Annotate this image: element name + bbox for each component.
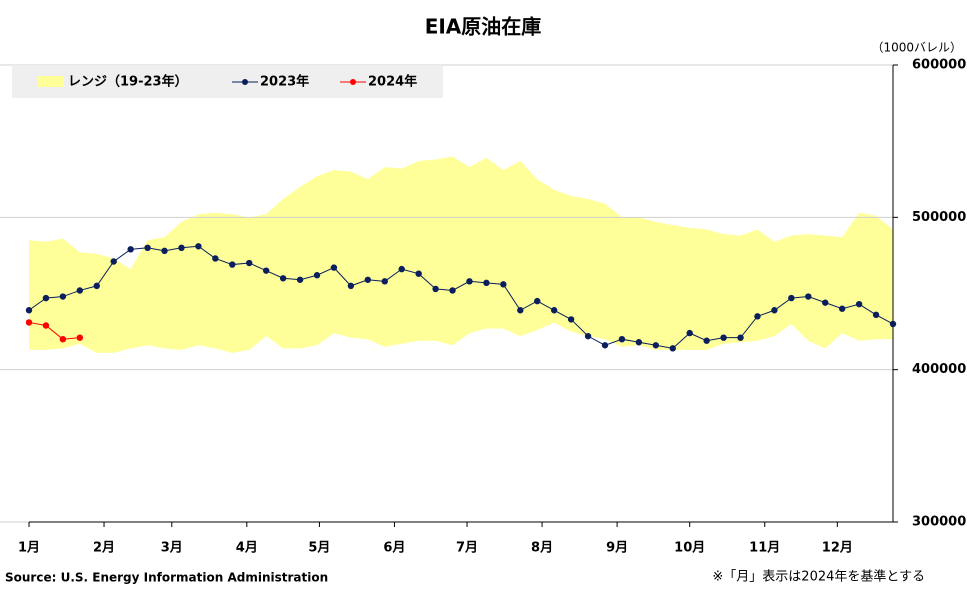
series-point <box>195 243 202 250</box>
series-point <box>500 281 507 288</box>
series-point <box>93 282 100 290</box>
series-point <box>788 294 795 302</box>
series-point <box>805 293 812 300</box>
series-point <box>466 278 473 285</box>
series-point <box>517 307 524 314</box>
series-point <box>398 265 405 273</box>
series-point <box>212 255 219 262</box>
chart-title: EIA原油在庫 <box>425 15 542 39</box>
legend-bg <box>12 65 443 98</box>
series-point <box>347 282 355 290</box>
series-point <box>262 267 270 274</box>
x-tick-label: 1月 <box>18 541 40 556</box>
series-point <box>330 264 338 271</box>
series-point <box>483 279 490 287</box>
series-point <box>652 342 660 349</box>
x-tick-label: 5月 <box>308 541 330 556</box>
x-tick-label: 11月 <box>749 541 780 556</box>
legend-label: 2023年 <box>260 74 309 90</box>
x-tick-label: 12月 <box>822 541 853 556</box>
x-tick-label: 10月 <box>674 541 705 556</box>
series-point <box>703 337 710 344</box>
series-point <box>737 334 744 341</box>
series-point <box>296 276 304 283</box>
series-point <box>669 345 676 352</box>
legend-label: レンジ（19-23年） <box>68 74 188 90</box>
series-point <box>25 307 33 314</box>
source: Source: U.S. Energy Information Administ… <box>5 571 328 585</box>
series-point <box>178 244 185 251</box>
y-tick-label: 300000 <box>912 515 966 530</box>
series-point <box>889 320 897 328</box>
series-point <box>76 334 84 341</box>
series-point <box>686 329 693 337</box>
legend-label: 2024年 <box>368 74 417 90</box>
x-tick-label: 9月 <box>606 541 628 556</box>
y-tick-label: 400000 <box>912 362 966 377</box>
legend-swatch <box>38 76 64 87</box>
series-point <box>381 278 388 285</box>
series-point <box>279 275 287 282</box>
y-tick-label: 600000 <box>912 58 966 73</box>
series-point <box>838 305 846 312</box>
y-axis-label: （1000バレル） <box>871 41 962 55</box>
note: ※「月」表示は2024年を基準とする <box>712 569 925 585</box>
series-point <box>229 261 236 268</box>
x-tick-label: 2月 <box>93 541 115 556</box>
series-point <box>110 258 117 265</box>
series-point <box>432 285 439 293</box>
series-point <box>76 287 84 294</box>
series-point <box>635 339 643 346</box>
series-point <box>601 342 609 349</box>
series-point <box>161 247 168 255</box>
series-point <box>42 294 50 302</box>
series-point <box>534 297 541 305</box>
x-tick-label: 8月 <box>531 541 553 556</box>
series-point <box>25 319 33 326</box>
series-point <box>720 334 727 341</box>
range-area <box>29 156 893 353</box>
y-tick-label: 500000 <box>912 210 966 225</box>
legend: レンジ（19-23年） 2023年 2024年 <box>12 65 443 98</box>
series-line <box>28 245 894 349</box>
legend-marker <box>242 79 248 85</box>
series-point <box>127 246 134 253</box>
series-point <box>771 307 778 314</box>
x-tick-label: 4月 <box>236 541 258 556</box>
series-point <box>246 259 253 267</box>
series-point <box>59 336 67 343</box>
series-point <box>144 244 151 251</box>
x-tick-label: 6月 <box>383 541 405 556</box>
series-point <box>872 311 880 319</box>
x-tick-label: 7月 <box>456 541 478 556</box>
series-point <box>618 336 626 343</box>
x-tick-label: 3月 <box>161 541 183 556</box>
series-point <box>364 276 372 283</box>
series-point <box>313 272 321 279</box>
legend-marker <box>350 79 356 85</box>
series-point <box>754 313 761 320</box>
series-point <box>584 332 592 340</box>
series-point <box>822 299 829 306</box>
series-point <box>550 307 558 314</box>
series-point <box>415 270 422 277</box>
series-point <box>42 322 50 329</box>
series-point <box>567 316 575 323</box>
series-point <box>855 300 863 308</box>
series-line <box>28 321 80 340</box>
series-point <box>449 287 456 294</box>
series-point <box>59 293 67 300</box>
